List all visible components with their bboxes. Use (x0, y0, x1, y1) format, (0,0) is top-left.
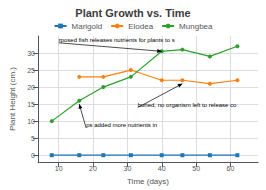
svg-text:Time (days): Time (days) (127, 177, 169, 186)
svg-text:buried, no organism left to re: buried, no organism left to release co (138, 102, 237, 108)
svg-text:20: 20 (89, 165, 97, 172)
svg-text:30: 30 (27, 50, 35, 57)
svg-text:40: 40 (158, 165, 166, 172)
svg-text:Plant Growth vs. Time: Plant Growth vs. Time (75, 7, 190, 19)
svg-text:25: 25 (27, 67, 35, 74)
svg-text:rposed fish releases nutrients: rposed fish releases nutrients for plant… (59, 37, 175, 43)
svg-text:5: 5 (31, 135, 35, 142)
svg-text:15: 15 (27, 101, 35, 108)
svg-text:0: 0 (31, 152, 35, 159)
svg-text:10: 10 (27, 118, 35, 125)
svg-text:50: 50 (192, 165, 200, 172)
svg-text:Marigold: Marigold (72, 22, 103, 31)
svg-text:Elodea: Elodea (128, 22, 153, 31)
svg-text:ps added more nutrients in: ps added more nutrients in (86, 122, 157, 128)
svg-text:10: 10 (55, 165, 63, 172)
svg-text:Plant Height (cm.): Plant Height (cm.) (8, 67, 17, 131)
svg-text:60: 60 (227, 165, 235, 172)
svg-text:30: 30 (123, 165, 131, 172)
svg-text:20: 20 (27, 84, 35, 91)
svg-text:Mungbea: Mungbea (179, 22, 213, 31)
